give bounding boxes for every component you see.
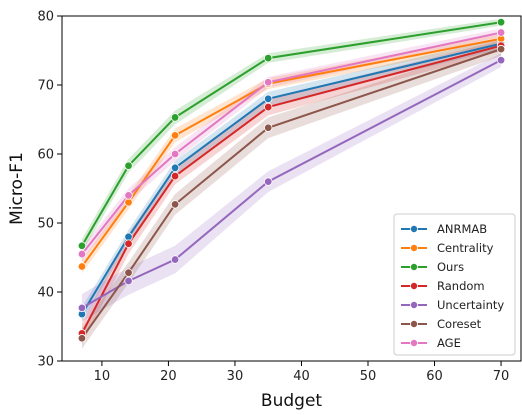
point-centrality [170, 131, 180, 140]
y-tick-label: 70 [37, 79, 54, 94]
band-age [81, 28, 502, 261]
legend-label-anrmab: ANRMAB [437, 222, 487, 236]
x-axis-ticks: 10 20 30 40 50 60 70 [94, 361, 510, 384]
legend: ANRMAB Centrality Ours Random Uncertainty Cor… [393, 213, 516, 356]
point-uncertainty [264, 177, 273, 186]
point-ours [77, 241, 87, 250]
point-anrmab [264, 94, 273, 103]
band-uncertainty [81, 53, 502, 322]
point-age [264, 78, 273, 87]
point-coreset [264, 123, 273, 132]
point-uncertainty [77, 303, 87, 313]
point-age [77, 249, 87, 259]
point-random [170, 171, 180, 181]
point-centrality [77, 262, 87, 271]
series-markers [77, 18, 506, 343]
legend-marker-anrmab [409, 224, 418, 233]
legend-marker-age [409, 338, 418, 347]
point-ours [170, 113, 180, 122]
point-centrality [124, 198, 133, 207]
legend-box [393, 213, 516, 356]
legend-label-ours: Ours [437, 260, 464, 274]
point-ours [264, 53, 273, 63]
legend-marker-random [409, 281, 418, 290]
legend-marker-coreset [409, 319, 418, 328]
point-anrmab [124, 232, 133, 241]
point-uncertainty [496, 55, 506, 65]
point-age [496, 28, 506, 37]
band-anrmab [81, 38, 502, 321]
point-coreset [124, 268, 133, 277]
x-tick-label: 20 [160, 369, 177, 384]
point-age [170, 149, 180, 159]
legend-marker-uncertainty [409, 300, 418, 309]
point-random [264, 102, 273, 112]
legend-marker-centrality [409, 243, 418, 252]
x-axis-label: Budget [261, 391, 322, 411]
point-coreset [496, 44, 506, 54]
point-uncertainty [124, 276, 133, 286]
x-tick-label: 10 [94, 369, 111, 384]
plot-frame [61, 15, 522, 362]
legend-marker-ours [409, 262, 418, 271]
point-coreset [170, 200, 180, 209]
y-tick-label: 80 [37, 10, 54, 25]
x-tick-label: 50 [360, 369, 377, 384]
x-tick-label: 70 [493, 369, 510, 384]
legend-label-coreset: Coreset [437, 317, 482, 331]
y-tick-label: 40 [37, 286, 54, 301]
x-tick-label: 40 [293, 369, 310, 384]
band-centrality [81, 33, 502, 274]
point-age [124, 191, 133, 200]
y-tick-label: 60 [37, 148, 54, 163]
y-tick-label: 50 [37, 217, 54, 232]
legend-label-age: AGE [437, 336, 461, 350]
x-tick-label: 60 [426, 369, 443, 384]
legend-label-random: Random [437, 279, 485, 293]
legend-label-centrality: Centrality [437, 241, 494, 255]
y-axis-ticks: 30 40 50 60 70 80 [37, 10, 62, 370]
point-ours [124, 161, 133, 170]
point-anrmab [170, 163, 180, 172]
legend-label-uncertainty: Uncertainty [437, 298, 504, 312]
point-coreset [77, 334, 87, 343]
point-random [124, 239, 133, 248]
point-uncertainty [170, 255, 180, 264]
x-tick-label: 30 [227, 369, 244, 384]
y-axis-label: Micro-F1 [7, 152, 27, 225]
point-ours [496, 18, 506, 27]
y-tick-label: 30 [37, 355, 54, 370]
